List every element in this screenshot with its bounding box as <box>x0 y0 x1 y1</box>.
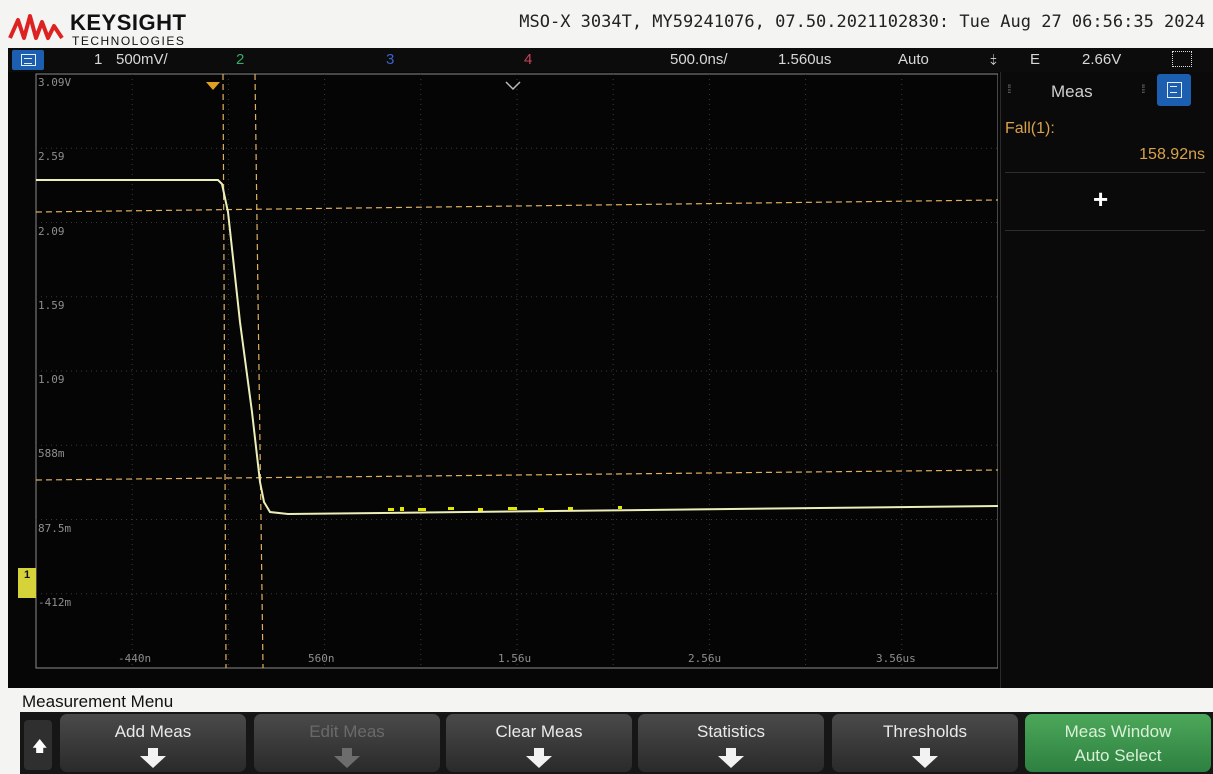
y-axis-label: 1.09 <box>38 373 65 386</box>
grip-icon[interactable]: ⁞⁞ <box>1007 82 1011 96</box>
channel-1-ground-marker[interactable]: 1 <box>18 568 36 598</box>
channel-1-number: 1 <box>94 51 103 68</box>
waveform-svg <box>35 73 998 669</box>
back-button[interactable]: 🡅 <box>24 720 52 770</box>
thresholds-button[interactable]: Thresholds <box>832 714 1018 772</box>
main-menu-icon[interactable] <box>12 50 44 70</box>
keysight-wave-icon <box>8 14 64 40</box>
channel-4-indicator[interactable]: 4 <box>524 51 533 68</box>
meas-window-value: Auto Select <box>1074 746 1162 765</box>
measurement-panel: ⁞⁞ Meas ⁞⁞ Fall(1): 158.92ns + <box>1000 72 1213 688</box>
meas-window-button[interactable]: Meas Window Auto Select <box>1025 714 1211 772</box>
timebase-scale[interactable]: 500.0ns/ <box>670 51 728 68</box>
y-axis-label: 3.09V <box>38 76 72 89</box>
edit-meas-label: Edit Meas <box>309 722 385 741</box>
panel-menu-icon[interactable] <box>1157 74 1191 106</box>
statistics-label: Statistics <box>696 722 766 741</box>
brand-subtitle: TECHNOLOGIES <box>72 34 186 48</box>
y-axis-label: -412m <box>38 595 72 609</box>
softkey-bar: 🡅 Add Meas Edit Meas Clear Meas Statisti… <box>20 712 1213 774</box>
threshold-lower-line <box>35 469 998 481</box>
add-measurement-slot[interactable]: + <box>1005 176 1205 231</box>
instrument-info: MSO-X 3034T, MY59241076, 07.50.202110283… <box>519 12 1205 32</box>
channel-3-indicator[interactable]: 3 <box>386 51 395 68</box>
edit-meas-button[interactable]: Edit Meas <box>254 714 440 772</box>
time-position[interactable]: 1.560us <box>778 51 832 68</box>
clear-meas-button[interactable]: Clear Meas <box>446 714 632 772</box>
x-axis-label: 2.56u <box>688 652 722 665</box>
trace-noise <box>388 506 622 511</box>
y-axis-label: 588m <box>38 447 65 461</box>
marker-stop-line <box>254 73 264 669</box>
channel-1-trace <box>36 179 998 516</box>
zoom-icon[interactable] <box>1172 51 1192 67</box>
channel-2-indicator[interactable]: 2 <box>236 51 245 68</box>
trigger-mode[interactable]: Auto <box>898 51 929 68</box>
marker-start-line <box>222 73 227 669</box>
y-axis-label: 2.09 <box>38 224 65 238</box>
clear-meas-label: Clear Meas <box>495 722 583 741</box>
measurement-value: 158.92ns <box>1139 146 1205 163</box>
measurement-label: Fall(1): <box>1005 120 1055 137</box>
trigger-source[interactable]: E <box>1030 51 1041 68</box>
y-axis-label: 1.59 <box>38 298 65 312</box>
menu-title: Measurement Menu <box>22 692 174 711</box>
up-arrow-icon: 🡅 <box>32 738 48 755</box>
measurement-panel-title: Meas <box>1051 82 1093 101</box>
trigger-edge-icon: ⤈ <box>990 51 997 68</box>
trigger-level[interactable]: 2.66V <box>1082 51 1122 68</box>
x-axis-label: -440n <box>118 652 152 665</box>
x-axis-label: 3.56us <box>876 652 916 665</box>
graticule-grid <box>36 74 998 668</box>
plus-icon: + <box>1093 184 1109 214</box>
add-meas-label: Add Meas <box>114 722 192 741</box>
x-axis-label: 560n <box>308 652 335 665</box>
add-meas-button[interactable]: Add Meas <box>60 714 246 772</box>
keysight-logo: KEYSIGHT TECHNOLOGIES <box>8 8 308 50</box>
measurement-fall-1[interactable]: Fall(1): 158.92ns <box>1005 116 1205 173</box>
channel-1-indicator[interactable]: 1 500mV/ <box>94 51 254 68</box>
y-axis-label: 2.59 <box>38 150 65 164</box>
measurement-panel-header: ⁞⁞ Meas ⁞⁞ <box>1001 72 1213 110</box>
delay-marker <box>505 81 521 91</box>
x-axis-label: 1.56u <box>498 652 532 665</box>
meas-window-label: Meas Window <box>1064 722 1172 741</box>
y-axis-label: 87.5m <box>38 521 72 535</box>
thresholds-label: Thresholds <box>882 722 968 741</box>
trigger-time-marker <box>206 82 220 90</box>
status-bar: 1 500mV/ 2 3 4 500.0ns/ 1.560us Auto ⤈ E… <box>8 48 1213 72</box>
grip-icon[interactable]: ⁞⁞ <box>1141 82 1145 96</box>
channel-1-scale: 500mV/ <box>116 51 168 68</box>
oscilloscope-display: 1 500mV/ 2 3 4 500.0ns/ 1.560us Auto ⤈ E… <box>8 48 1213 688</box>
statistics-button[interactable]: Statistics <box>638 714 824 772</box>
waveform-area[interactable]: 3.09V 2.59 2.09 1.59 1.09 588m 87.5m -412m -440… <box>8 72 998 688</box>
brand-name: KEYSIGHT <box>70 10 187 35</box>
threshold-upper-line <box>35 199 998 213</box>
